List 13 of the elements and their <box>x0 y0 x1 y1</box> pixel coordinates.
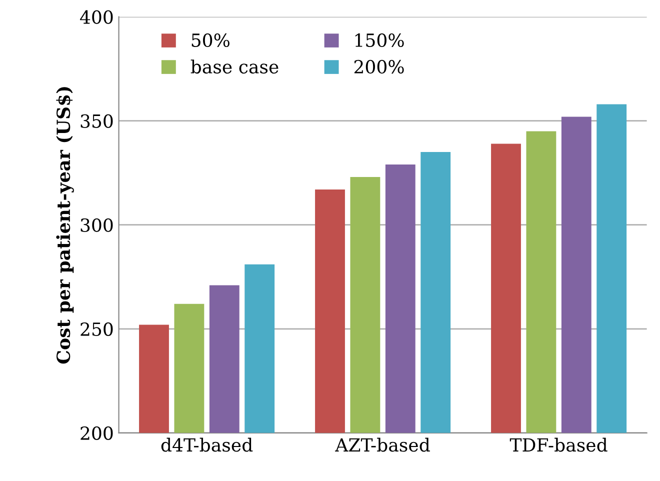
legend-label: base case <box>190 60 278 74</box>
y-tick-label: 300 <box>80 218 113 232</box>
legend-label: 50% <box>192 33 230 48</box>
x-tick-label: d4T-based <box>161 438 253 452</box>
legend-label: 150% <box>355 33 404 48</box>
y-tick-label: 200 <box>80 426 113 440</box>
x-tick-label: TDF-based <box>510 438 608 452</box>
legend-label: 200% <box>354 60 404 74</box>
x-tick-label: AZT-based <box>335 438 430 452</box>
y-tick-label: 350 <box>80 114 113 128</box>
y-tick-label: 400 <box>80 10 113 24</box>
y-tick-label: 250 <box>80 322 113 336</box>
y-axis-title: Cost per patient-year (US$) <box>56 87 74 364</box>
